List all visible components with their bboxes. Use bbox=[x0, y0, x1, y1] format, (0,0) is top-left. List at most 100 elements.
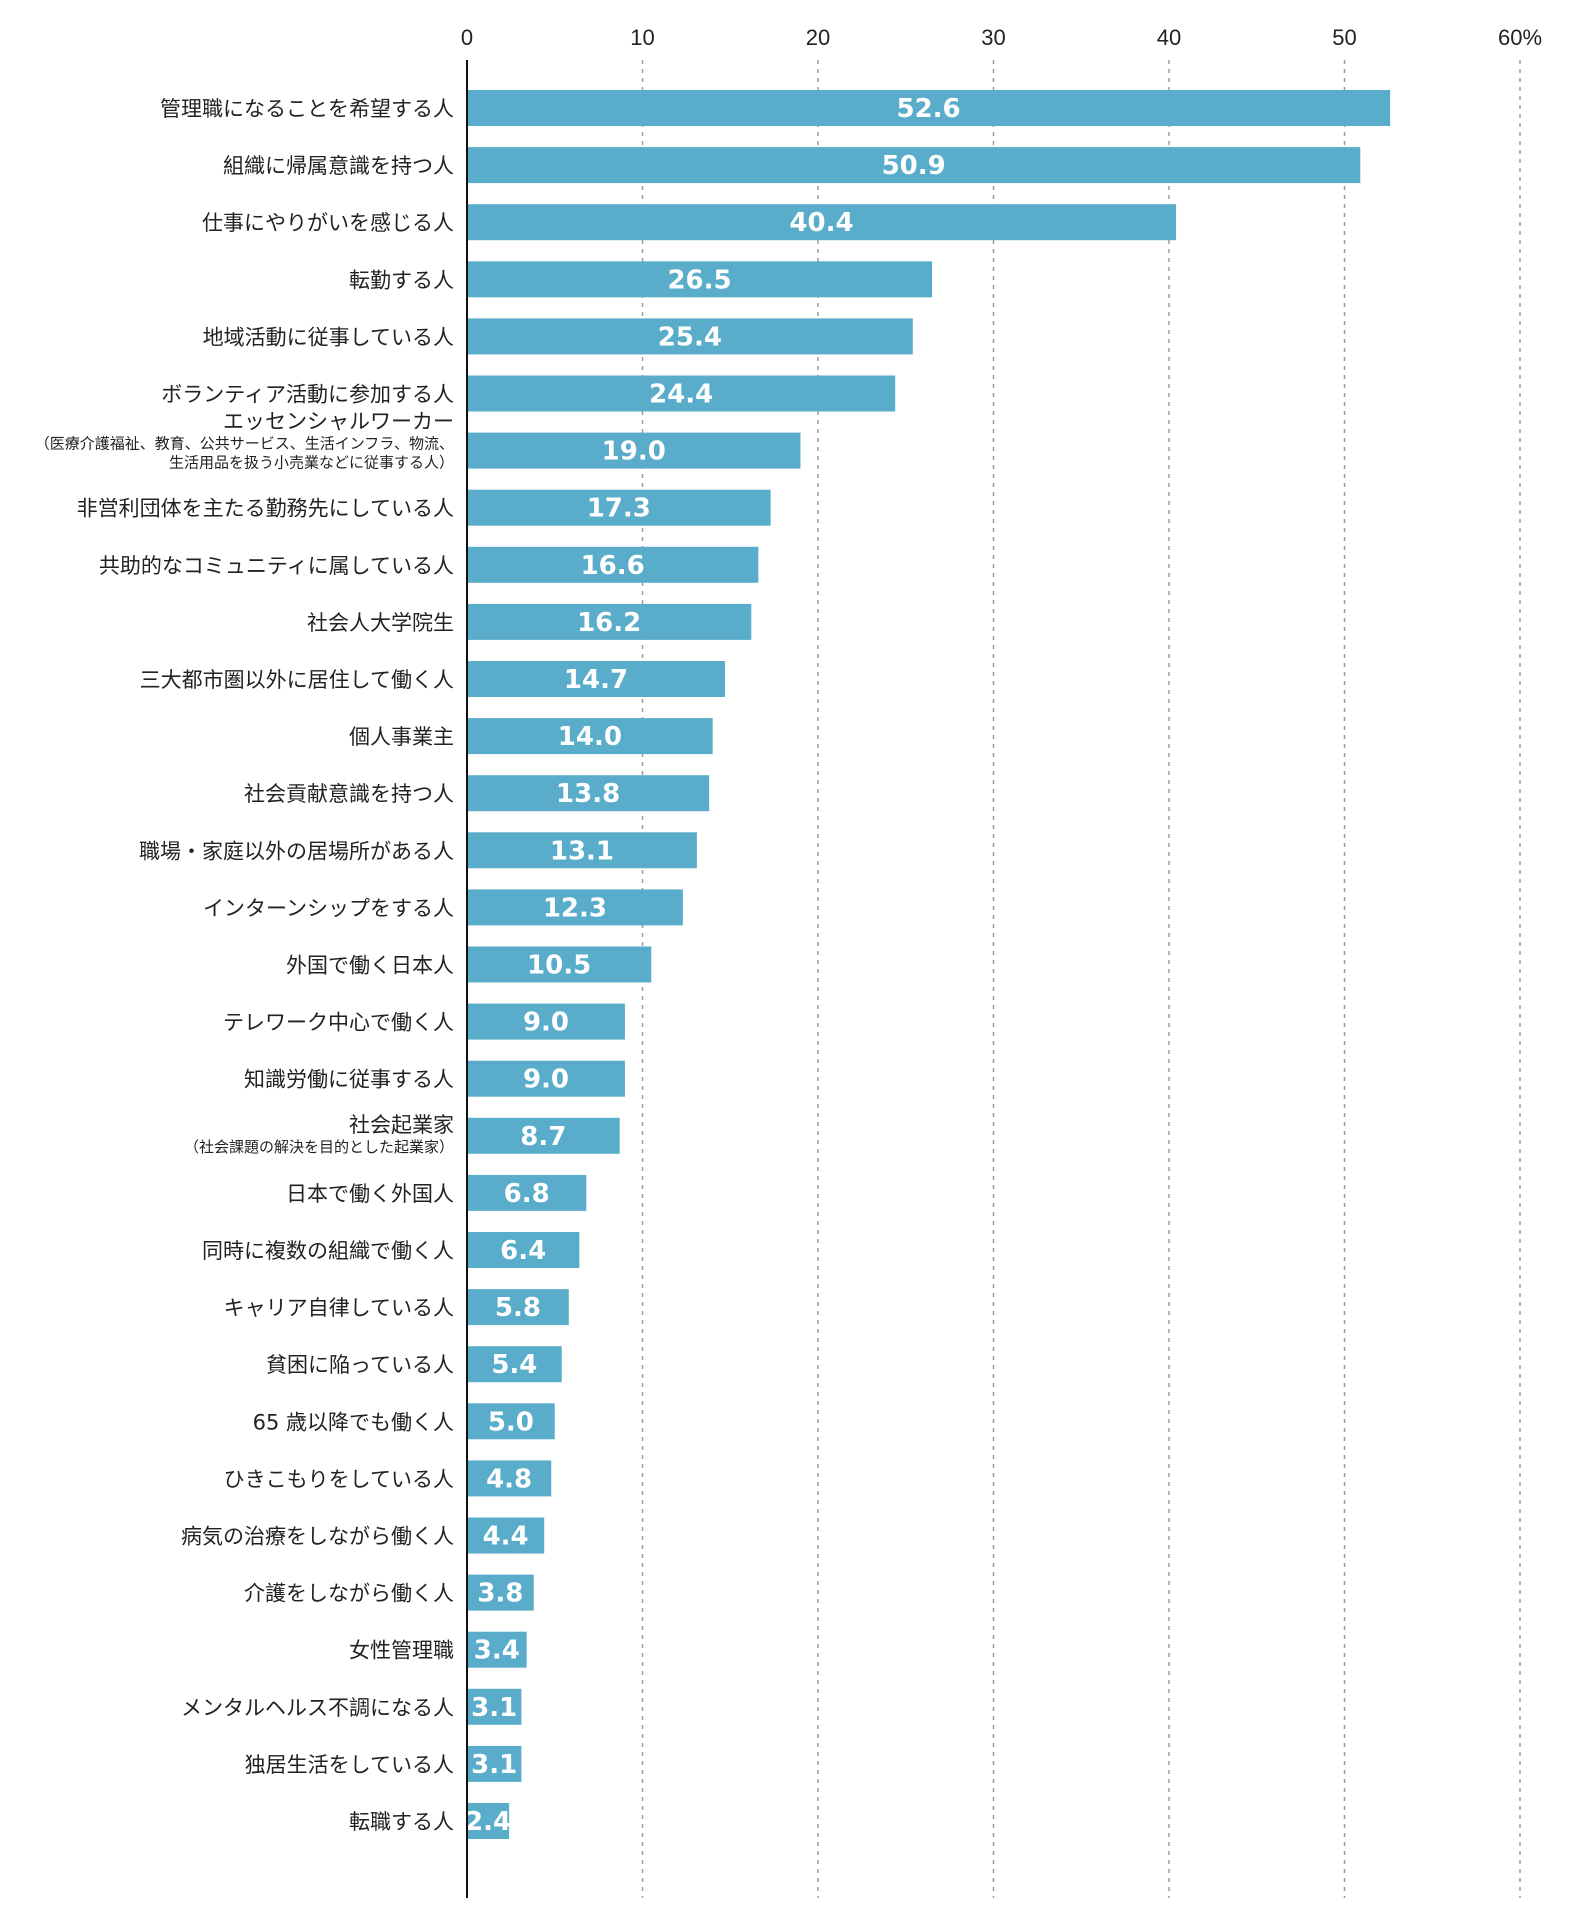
category-label: 個人事業主 bbox=[349, 725, 454, 749]
bar bbox=[467, 661, 725, 697]
category-label: 知識労働に従事する人 bbox=[244, 1068, 454, 1092]
bar bbox=[467, 1631, 527, 1668]
bar-value-label: 26.5 bbox=[667, 265, 731, 295]
x-tick-label: 60% bbox=[1498, 25, 1542, 50]
bar-value-label: 16.2 bbox=[577, 608, 641, 638]
bar-value-label: 4.4 bbox=[483, 1522, 529, 1552]
x-tick-label: 50 bbox=[1332, 25, 1356, 50]
bar-value-label: 10.5 bbox=[527, 951, 591, 981]
bar bbox=[467, 1232, 580, 1268]
bar bbox=[467, 1117, 620, 1154]
category-label: 日本で働く外国人 bbox=[286, 1182, 454, 1206]
bar-value-label: 3.1 bbox=[471, 1750, 517, 1780]
category-label: インターンシップをする人 bbox=[203, 896, 454, 920]
bar-value-label: 5.0 bbox=[488, 1407, 534, 1437]
bar bbox=[467, 1803, 510, 1839]
bar-value-label: 9.0 bbox=[523, 1065, 569, 1095]
bar-value-label: 6.8 bbox=[504, 1179, 550, 1209]
category-label: 社会人大学院生 bbox=[307, 611, 454, 635]
bar-value-label: 12.3 bbox=[543, 893, 607, 923]
bar-value-label: 50.9 bbox=[882, 151, 946, 181]
category-label: 共助的なコミュニティに属している人 bbox=[99, 554, 454, 578]
category-label: 職場・家庭以外の居場所がある人 bbox=[139, 839, 454, 863]
bar bbox=[467, 1745, 522, 1782]
bar-value-label: 9.0 bbox=[523, 1008, 569, 1038]
bar bbox=[467, 432, 801, 469]
x-axis-ticks: 0 10 20 30 40 50 60% bbox=[461, 25, 1542, 50]
bar-value-label: 25.4 bbox=[658, 322, 722, 352]
category-label: ボランティア活動に参加する人 bbox=[161, 383, 454, 407]
category-label: 転職する人 bbox=[349, 1810, 454, 1834]
bar-value-label: 24.4 bbox=[649, 380, 713, 410]
category-label: 三大都市圏以外に居住して働く人 bbox=[140, 668, 454, 692]
category-label: メンタルヘルス不調になる人 bbox=[181, 1696, 454, 1720]
category-sublabel: 生活用品を扱う小売業などに従事する人） bbox=[169, 454, 454, 472]
category-label: 組織に帰属意識を持つ人 bbox=[223, 154, 454, 178]
category-label: 貧困に陥っている人 bbox=[266, 1353, 454, 1377]
bar bbox=[467, 546, 759, 583]
bar bbox=[467, 1517, 545, 1554]
bar-value-label: 40.4 bbox=[789, 208, 853, 238]
bar bbox=[467, 1174, 587, 1211]
bar-value-label: 3.1 bbox=[471, 1693, 517, 1723]
x-tick-label: 10 bbox=[630, 25, 654, 50]
bar-value-label: 13.1 bbox=[550, 836, 614, 866]
bar bbox=[467, 90, 1391, 126]
x-tick-label: 0 bbox=[461, 25, 473, 50]
bar-value-label: 52.6 bbox=[896, 94, 960, 124]
bar bbox=[467, 1346, 562, 1383]
bar-value-label: 13.8 bbox=[556, 779, 620, 809]
bar-value-label: 6.4 bbox=[500, 1236, 546, 1266]
category-labels: 管理職になることを希望する人組織に帰属意識を持つ人仕事にやりがいを感じる人転勤す… bbox=[35, 97, 454, 1834]
grid-lines bbox=[641, 60, 1521, 1898]
category-label: 同時に複数の組織で働く人 bbox=[202, 1239, 454, 1263]
category-label: 独居生活をしている人 bbox=[245, 1753, 454, 1777]
category-label: エッセンシャルワーカー bbox=[223, 410, 454, 434]
bar-value-label: 19.0 bbox=[602, 437, 666, 467]
bar bbox=[467, 1003, 625, 1040]
x-tick-label: 20 bbox=[806, 25, 830, 50]
bar bbox=[467, 603, 752, 640]
bar bbox=[467, 147, 1361, 184]
bar-value-label: 16.6 bbox=[581, 551, 645, 581]
category-label: 女性管理職 bbox=[349, 1639, 454, 1663]
x-tick-label: 40 bbox=[1157, 25, 1181, 50]
bar bbox=[467, 832, 697, 869]
bar bbox=[467, 718, 713, 755]
x-tick-label: 30 bbox=[981, 25, 1005, 50]
bar-value-label: 8.7 bbox=[520, 1122, 566, 1152]
bars: 52.6 50.9 40.4 26.5 25.4 24.4 19.0 17.3 16.6 16.2… bbox=[465, 90, 1391, 1839]
category-label: テレワーク中心で働く人 bbox=[223, 1011, 454, 1035]
bar bbox=[467, 375, 896, 412]
bar bbox=[467, 1403, 555, 1440]
bar bbox=[467, 1574, 534, 1611]
bar-value-label: 4.8 bbox=[486, 1464, 532, 1494]
category-sublabel: （医療介護福祉、教育、公共サービス、生活インフラ、物流、 bbox=[35, 435, 454, 453]
bar bbox=[467, 204, 1177, 241]
category-label: 転勤する人 bbox=[349, 268, 454, 292]
bar bbox=[467, 775, 710, 812]
bar bbox=[467, 889, 683, 926]
bar-value-label: 3.4 bbox=[474, 1636, 520, 1666]
category-label: 非営利団体を主たる勤務先にしている人 bbox=[77, 497, 454, 521]
category-label: キャリア自律している人 bbox=[224, 1296, 454, 1320]
bar bbox=[467, 261, 933, 298]
bar-value-label: 5.8 bbox=[495, 1293, 541, 1323]
bar bbox=[467, 1060, 625, 1097]
bar-value-label: 2.4 bbox=[465, 1807, 511, 1837]
category-label: 社会起業家 bbox=[349, 1113, 454, 1137]
category-label: ひきこもりをしている人 bbox=[224, 1467, 454, 1491]
bar-value-label: 14.0 bbox=[558, 722, 622, 752]
category-label: 外国で働く日本人 bbox=[286, 954, 454, 978]
bar bbox=[467, 1460, 552, 1497]
bar-value-label: 14.7 bbox=[564, 665, 628, 695]
category-label: 管理職になることを希望する人 bbox=[160, 97, 454, 121]
category-label: 65 歳以降でも働く人 bbox=[253, 1410, 454, 1434]
category-label: 介護をしながら働く人 bbox=[244, 1582, 454, 1606]
bar bbox=[467, 1289, 569, 1326]
bar-value-label: 17.3 bbox=[587, 494, 651, 524]
category-label: 地域活動に従事している人 bbox=[203, 325, 454, 349]
bar bbox=[467, 489, 771, 526]
category-label: 社会貢献意識を持つ人 bbox=[244, 782, 454, 806]
